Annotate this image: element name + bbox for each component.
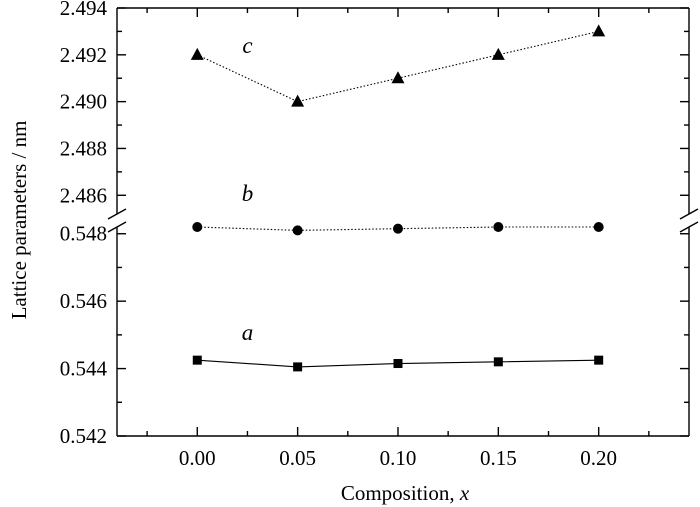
y-axis-label: Lattice parameters / nm — [7, 121, 31, 320]
lower-y-tick-label: 0.544 — [60, 357, 108, 381]
x-axis-label: Composition, x — [341, 481, 470, 505]
series-b-point — [292, 225, 303, 236]
series-b-point — [392, 223, 403, 234]
upper-y-tick-label: 2.488 — [60, 136, 107, 160]
series-label-c: c — [242, 33, 252, 58]
series-a-point — [293, 362, 303, 372]
axis-break-left-lower — [107, 221, 127, 233]
x-tick-label: 0.00 — [179, 446, 216, 470]
series-label-a: a — [242, 320, 254, 345]
series-c-point — [391, 71, 405, 84]
series-a-point — [393, 359, 403, 369]
upper-y-tick-label: 2.490 — [60, 90, 107, 114]
x-tick-label: 0.20 — [580, 446, 617, 470]
series-a-point — [594, 355, 604, 365]
x-axis-label-variable: x — [459, 481, 470, 505]
series-b-point — [593, 222, 604, 232]
lower-y-tick-label: 0.546 — [60, 289, 107, 313]
axis-break-left-upper — [107, 208, 127, 220]
series-c-point — [592, 24, 606, 37]
x-tick-label: 0.05 — [279, 446, 316, 470]
lower-y-tick-label: 0.548 — [60, 222, 107, 246]
series-c-line — [197, 30, 599, 103]
series-b-point — [192, 222, 203, 232]
series-b-point — [493, 222, 504, 232]
upper-y-tick-label: 2.492 — [60, 43, 107, 67]
x-tick-label: 0.10 — [380, 446, 417, 470]
x-tick-label: 0.15 — [480, 446, 517, 470]
upper-y-tick-label: 2.486 — [60, 183, 107, 207]
series-c-point — [491, 47, 505, 60]
x-axis-label-text: Composition, — [341, 481, 460, 505]
series-label-b: b — [242, 181, 254, 206]
series-a-point — [493, 357, 503, 367]
lower-y-tick-label: 0.542 — [60, 424, 107, 448]
axis-break-right-lower — [679, 221, 699, 233]
series-a-point — [192, 355, 202, 365]
series-c-point — [190, 47, 204, 60]
series-c-point — [291, 94, 305, 107]
upper-y-tick-label: 2.494 — [60, 0, 108, 20]
axis-break-right-upper — [679, 208, 699, 220]
